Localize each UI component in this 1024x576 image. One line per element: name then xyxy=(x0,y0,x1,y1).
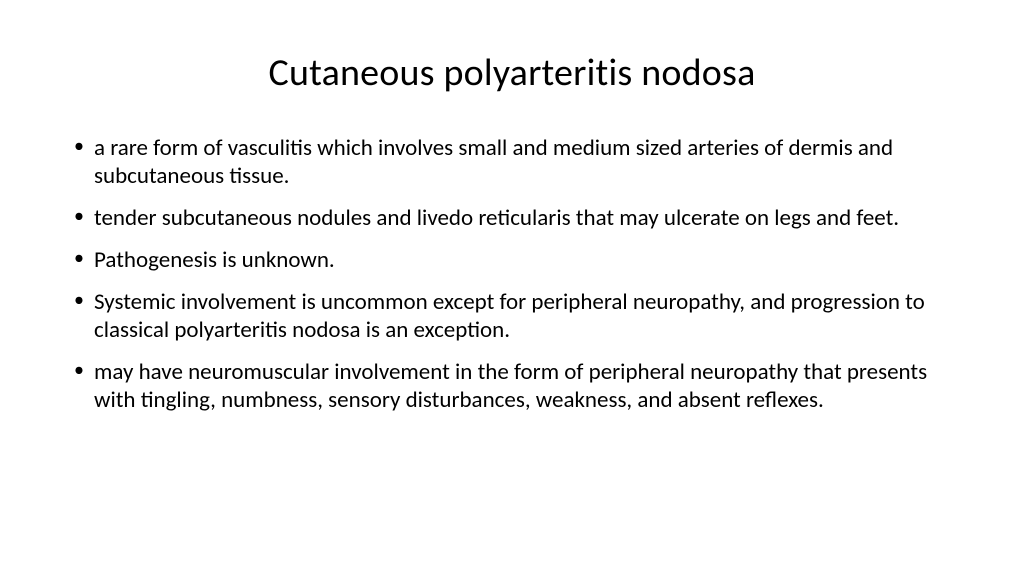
bullet-list: a rare form of vasculitis which involves… xyxy=(60,134,964,414)
list-item: Pathogenesis is unknown. xyxy=(74,246,964,274)
list-item: Systemic involvement is uncommon except … xyxy=(74,288,964,344)
slide: Cutaneous polyarteritis nodosa a rare fo… xyxy=(0,0,1024,576)
list-item: a rare form of vasculitis which involves… xyxy=(74,134,964,190)
list-item: may have neuromuscular involvement in th… xyxy=(74,358,964,414)
slide-title: Cutaneous polyarteritis nodosa xyxy=(60,50,964,96)
list-item: tender subcutaneous nodules and livedo r… xyxy=(74,204,964,232)
